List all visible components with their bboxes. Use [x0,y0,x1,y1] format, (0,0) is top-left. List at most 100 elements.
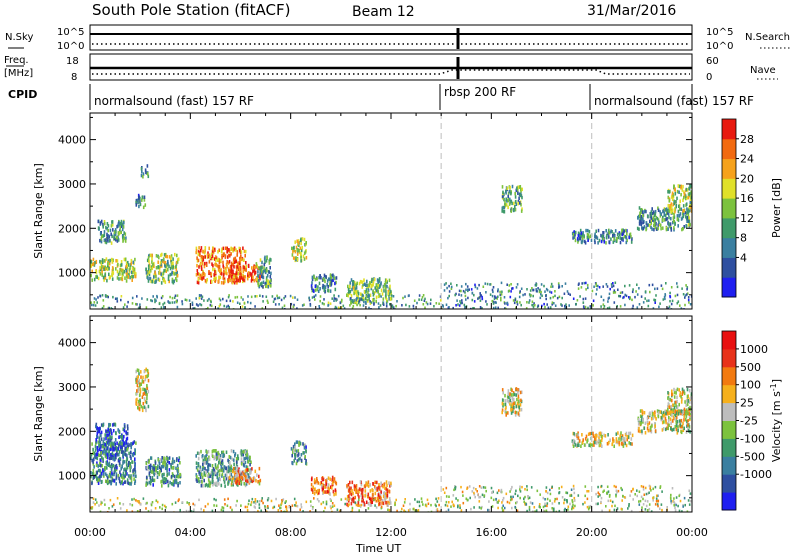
echo-cell [92,257,95,262]
echo-cell [651,424,653,428]
echo-cell [114,297,117,300]
echo-cell [240,457,243,461]
echo-cell [239,276,241,280]
echo-cell [204,279,207,283]
echo-cell [566,491,569,495]
echo-cell [573,496,576,500]
echo-cell [97,448,99,453]
echo-cell [514,410,517,415]
cpid-label: CPID [8,88,37,101]
echo-cell [305,500,308,504]
echo-cell [382,501,385,506]
echo-cell [170,475,173,479]
echo-cell [141,408,144,413]
echo-cell [300,248,303,253]
echo-cell [136,303,138,306]
echo-cell [232,300,234,303]
echo-cell [113,470,116,475]
echo-cell [201,472,203,477]
echo-cell [666,211,669,215]
echo-cell [647,423,649,427]
echo-cell [197,456,200,461]
echo-cell [104,273,106,277]
echo-cell [119,268,121,272]
echo-cell [554,497,556,501]
echo-cell [484,486,487,489]
echo-cell [259,282,262,286]
echo-cell [657,411,660,415]
echo-cell [115,229,117,234]
echo-cell [265,510,268,512]
echo-cell [139,402,141,406]
echo-cell [648,412,651,416]
echo-cell [223,498,226,501]
echo-cell [294,448,297,452]
echo-cell [112,228,114,232]
echo-cell [256,295,258,298]
echo-cell [121,465,123,469]
echo-cell [164,280,167,284]
echo-cell [176,294,179,297]
echo-cell [349,281,351,285]
echo-cell [134,468,136,472]
echo-cell [98,447,101,452]
echo-cell [228,272,231,276]
echo-cell [236,267,238,272]
echo-cell [445,282,447,285]
echo-cell [635,290,637,293]
echo-cell [629,232,632,236]
echo-cell [206,299,209,302]
echo-cell [623,439,626,443]
echo-cell [355,484,358,488]
echo-cell [572,444,575,448]
echo-cell [165,506,167,509]
echo-cell [273,505,276,509]
echo-cell [322,482,324,487]
echo-cell [125,236,127,240]
echo-cell [689,400,691,404]
echo-cell [638,227,640,231]
echo-cell [681,227,683,232]
echo-cell [608,235,610,239]
echo-cell [518,413,521,417]
echo-cell [663,295,666,299]
echo-cell [504,399,506,403]
echo-cell [310,477,313,482]
echo-cell [505,203,508,207]
echo-cell [638,303,641,306]
echo-cell [222,246,225,251]
echo-cell [355,286,358,290]
echo-cell [638,490,641,493]
echo-cell [105,479,107,483]
echo-cell [670,421,672,425]
echo-cell [634,493,636,496]
echo-cell [315,490,318,494]
echo-cell [340,300,343,303]
echo-cell [205,459,208,463]
echo-cell [652,216,654,221]
echo-cell [613,301,616,304]
echo-cell [597,284,599,288]
echo-cell [412,307,415,309]
echo-cell [125,441,128,445]
echo-cell [383,289,385,293]
echo-cell [313,480,316,485]
echo-cell [450,505,452,508]
echo-cell [607,433,609,437]
echo-cell [495,296,497,299]
echo-cell [418,504,421,508]
echo-cell [228,479,230,484]
echo-cell [349,490,352,494]
echo-cell [378,277,381,282]
echo-cell [473,300,476,303]
echo-cell [542,496,545,500]
echo-cell [593,238,596,242]
echo-cell [198,498,200,502]
echo-cell [386,488,388,493]
echo-cell [110,224,113,228]
echo-cell [103,267,105,271]
echo-cell [678,213,680,218]
echo-cell [204,461,206,465]
echo-cell [512,406,514,410]
echo-cell [679,393,681,398]
